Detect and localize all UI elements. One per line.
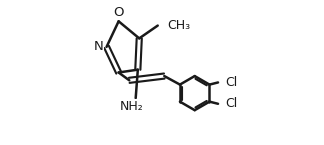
Text: CH₃: CH₃ [168, 19, 191, 32]
Text: O: O [113, 6, 124, 19]
Text: Cl: Cl [225, 76, 237, 89]
Text: N: N [93, 40, 103, 53]
Text: Cl: Cl [225, 97, 237, 110]
Text: NH₂: NH₂ [120, 100, 143, 113]
